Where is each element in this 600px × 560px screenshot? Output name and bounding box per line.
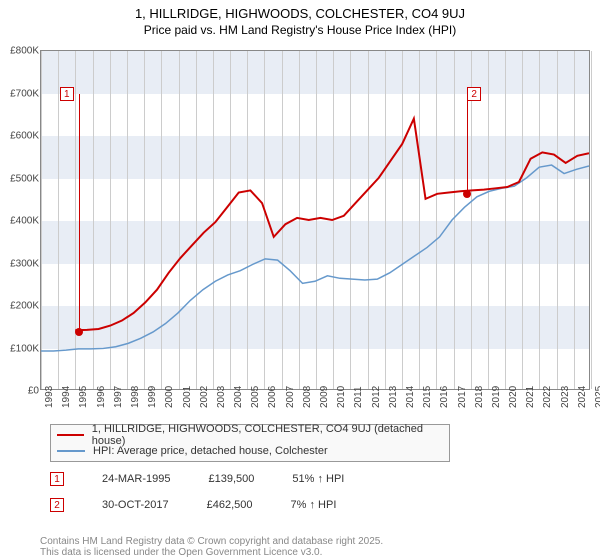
- sale-dot: [463, 190, 471, 198]
- sale-date-1: 24-MAR-1995: [102, 473, 170, 485]
- y-tick-label: £800K: [1, 46, 39, 57]
- y-tick-label: £400K: [1, 216, 39, 227]
- sale-date-2: 30-OCT-2017: [102, 499, 169, 511]
- y-tick-label: £600K: [1, 131, 39, 142]
- series-line: [75, 119, 589, 331]
- series-line: [41, 165, 589, 351]
- sale-row-1: 1 24-MAR-1995 £139,500 51% ↑ HPI: [50, 472, 344, 486]
- legend-swatch: [57, 434, 84, 436]
- y-tick-label: £0: [1, 386, 39, 397]
- y-tick-label: £300K: [1, 258, 39, 269]
- legend-row: 1, HILLRIDGE, HIGHWOODS, COLCHESTER, CO4…: [57, 427, 443, 443]
- y-tick-label: £500K: [1, 173, 39, 184]
- y-tick-label: £100K: [1, 343, 39, 354]
- y-tick-label: £200K: [1, 301, 39, 312]
- legend-text: 1, HILLRIDGE, HIGHWOODS, COLCHESTER, CO4…: [92, 423, 443, 447]
- sale-price-2: £462,500: [207, 499, 253, 511]
- sale-row-2: 2 30-OCT-2017 £462,500 7% ↑ HPI: [50, 498, 336, 512]
- legend-swatch: [57, 450, 85, 452]
- page-subtitle: Price paid vs. HM Land Registry's House …: [0, 23, 600, 37]
- sale-marker-2: 2: [50, 498, 64, 512]
- sale-marker-1: 1: [50, 472, 64, 486]
- sale-dot: [75, 328, 83, 336]
- sale-marker-box: 2: [467, 87, 481, 101]
- legend-text: HPI: Average price, detached house, Colc…: [93, 445, 328, 457]
- page-title: 1, HILLRIDGE, HIGHWOODS, COLCHESTER, CO4…: [0, 6, 600, 21]
- sale-price-1: £139,500: [208, 473, 254, 485]
- y-tick-label: £700K: [1, 88, 39, 99]
- sale-pct-2: 7% ↑ HPI: [291, 499, 337, 511]
- footer: Contains HM Land Registry data © Crown c…: [40, 536, 383, 558]
- sale-pct-1: 51% ↑ HPI: [292, 473, 344, 485]
- x-tick-label: 2025: [594, 378, 600, 408]
- legend: 1, HILLRIDGE, HIGHWOODS, COLCHESTER, CO4…: [50, 424, 450, 462]
- footer-line2: This data is licensed under the Open Gov…: [40, 547, 383, 558]
- chart-canvas: £0£100K£200K£300K£400K£500K£600K£700K£80…: [40, 50, 590, 390]
- sale-marker-box: 1: [60, 87, 74, 101]
- footer-line1: Contains HM Land Registry data © Crown c…: [40, 536, 383, 547]
